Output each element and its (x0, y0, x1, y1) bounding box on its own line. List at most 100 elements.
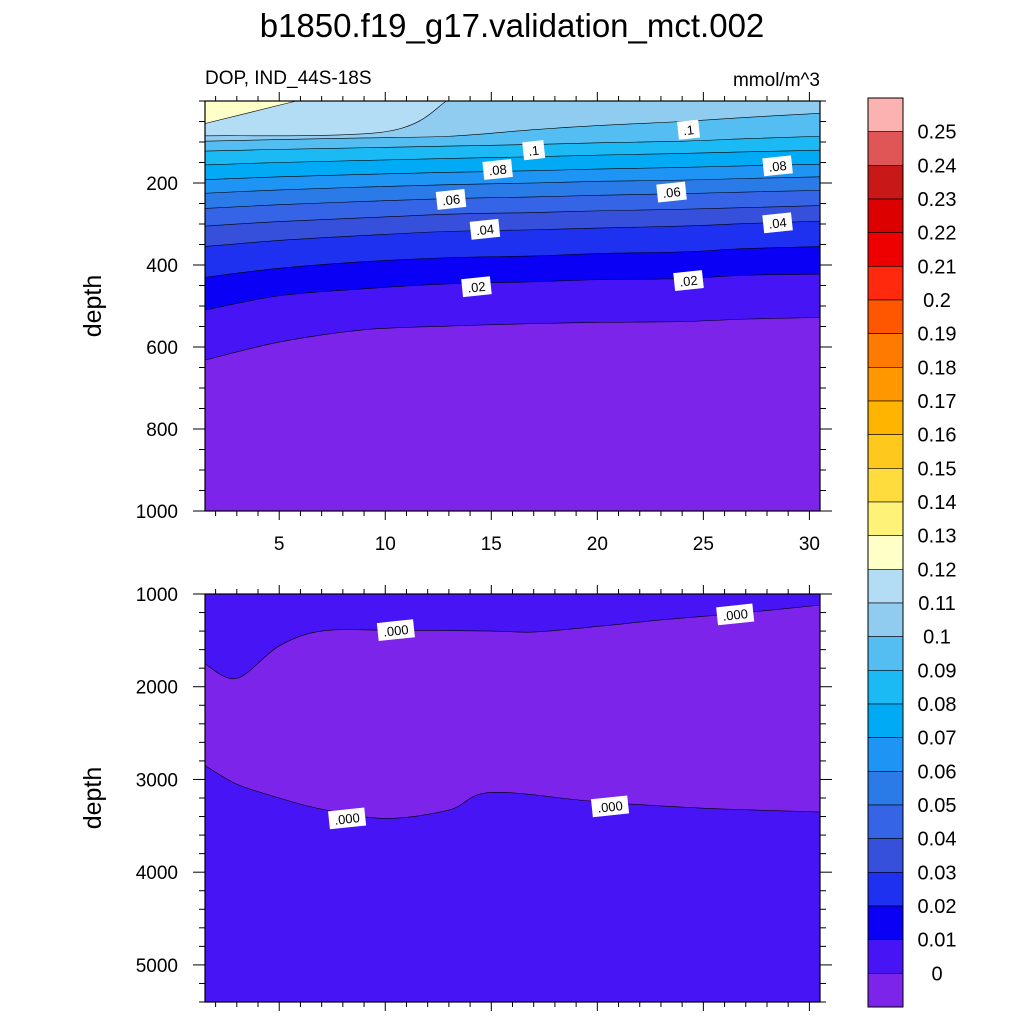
svg-text:.000: .000 (334, 810, 361, 828)
y-tick-label: 400 (146, 256, 178, 277)
y-tick-label: 4000 (136, 863, 178, 884)
colorbar-tick-label: 0.14 (918, 492, 957, 514)
y-axis-label: depth (79, 275, 107, 338)
colorbar-frame (867, 97, 904, 1008)
svg-text:.08: .08 (488, 162, 508, 179)
y-axis-label: depth (79, 767, 107, 830)
svg-text:.000: .000 (383, 622, 410, 640)
y-tick-label: 600 (146, 338, 178, 359)
colorbar-tick-label: 0.13 (918, 526, 957, 548)
colorbar-swatch (867, 670, 904, 705)
svg-text:.06: .06 (662, 184, 682, 201)
colorbar-swatch (867, 804, 904, 839)
colorbar-tick-label: 0.03 (918, 862, 957, 884)
contour-line (204, 317, 821, 361)
colorbar-swatch (867, 299, 904, 334)
left-subtitle: DOP, IND_44S-18S (205, 68, 372, 89)
colorbar-swatch (867, 636, 904, 671)
colorbar-swatch (867, 939, 904, 974)
y-tick-label: 1000 (136, 502, 178, 523)
colorbar-swatch (867, 333, 904, 368)
contour-label: .08 (482, 159, 513, 180)
contour-label: .1 (677, 119, 700, 140)
colorbar-tick-label: 0.06 (918, 761, 957, 783)
colorbar-tick-label: 0.1 (923, 627, 951, 649)
svg-text:.1: .1 (528, 143, 540, 159)
y-tick-label: 200 (146, 174, 178, 195)
contour-band (204, 100, 447, 137)
colorbar-swatch (867, 905, 904, 940)
x-tick-label: 25 (693, 534, 714, 555)
colorbar-swatch (867, 838, 904, 873)
colorbar-tick-label: 0.01 (918, 930, 957, 952)
contour-label: .06 (435, 188, 467, 210)
colorbar-swatch (867, 97, 904, 132)
contour-line (204, 273, 821, 311)
colorbar-tick-label: 0.07 (918, 728, 957, 750)
colorbar-tick-label: 0.02 (918, 896, 957, 918)
contour-label: .1 (522, 140, 546, 161)
contour-label: .000 (716, 603, 755, 626)
contour-line (204, 176, 821, 194)
x-tick-label: 20 (587, 534, 608, 555)
colorbar-tick-label: 0.25 (918, 122, 957, 144)
svg-text:.02: .02 (679, 273, 699, 290)
svg-text:.06: .06 (441, 191, 461, 208)
colorbar-swatch (867, 198, 904, 233)
contour-line (204, 246, 821, 278)
x-tick-label: 30 (799, 534, 820, 555)
colorbar: 0.25 0.24 0.23 0.22 0.21 0.2 0.19 0.18 0.17 0.16 0… (867, 97, 957, 1008)
contour-label: .04 (762, 212, 793, 234)
colorbar-tick-label: 0.16 (918, 425, 957, 447)
colorbar-swatch (867, 872, 904, 907)
svg-text:.1: .1 (682, 122, 694, 138)
x-tick-label: 5 (274, 534, 285, 555)
colorbar-tick-label: 0.24 (918, 155, 957, 177)
colorbar-tick-label: 0.23 (918, 189, 957, 211)
colorbar-swatch (867, 771, 904, 806)
colorbar-tick-label: 0 (931, 963, 942, 985)
colorbar-tick-label: 0.22 (918, 223, 957, 245)
svg-text:.02: .02 (467, 279, 487, 296)
contour-line (204, 163, 821, 181)
colorbar-tick-label: 0.09 (918, 660, 957, 682)
contour-line (204, 604, 821, 680)
y-tick-label: 2000 (136, 678, 178, 699)
contour-label: .06 (656, 181, 687, 203)
y-tick-label: 5000 (136, 956, 178, 977)
colorbar-tick-label: 0.04 (918, 829, 957, 851)
colorbar-tick-label: 0.12 (918, 559, 957, 581)
colorbar-swatch (867, 737, 904, 772)
colorbar-swatch (867, 367, 904, 402)
svg-text:.04: .04 (768, 215, 788, 232)
colorbar-swatch (867, 703, 904, 738)
colorbar-tick-label: 0.19 (918, 324, 957, 346)
svg-text:.000: .000 (597, 798, 624, 816)
y-tick-label: 1000 (136, 585, 178, 606)
colorbar-swatch (867, 468, 904, 503)
colorbar-tick-label: 0.2 (923, 290, 951, 312)
colorbar-swatch (867, 131, 904, 166)
contour-label: .000 (328, 807, 367, 830)
chart-title: b1850.f19_g17.validation_mct.002 (260, 7, 765, 44)
units-subtitle: mmol/m^3 (733, 70, 820, 91)
colorbar-swatch (867, 400, 904, 435)
svg-text:.04: .04 (475, 221, 495, 238)
colorbar-swatch (867, 535, 904, 570)
y-tick-label: 3000 (136, 770, 178, 791)
svg-text:.000: .000 (722, 606, 749, 624)
colorbar-tick-label: 0.11 (918, 593, 955, 615)
colorbar-swatch (867, 266, 904, 301)
contour-line (204, 190, 821, 209)
x-tick-label: 15 (481, 534, 502, 555)
contour-line (204, 220, 821, 247)
colorbar-tick-label: 0.08 (918, 694, 957, 716)
colorbar-swatch (867, 569, 904, 604)
colorbar-swatch (867, 602, 904, 637)
svg-text:.08: .08 (768, 158, 788, 175)
x-tick-label: 10 (375, 534, 396, 555)
upper-panel: .1 .1 .08 .08 .06 .06 .04 .04 .02 .02 5 10 15 20 25 30 2… (79, 92, 832, 555)
contour-label: .000 (376, 619, 415, 642)
colorbar-swatch (867, 165, 904, 200)
